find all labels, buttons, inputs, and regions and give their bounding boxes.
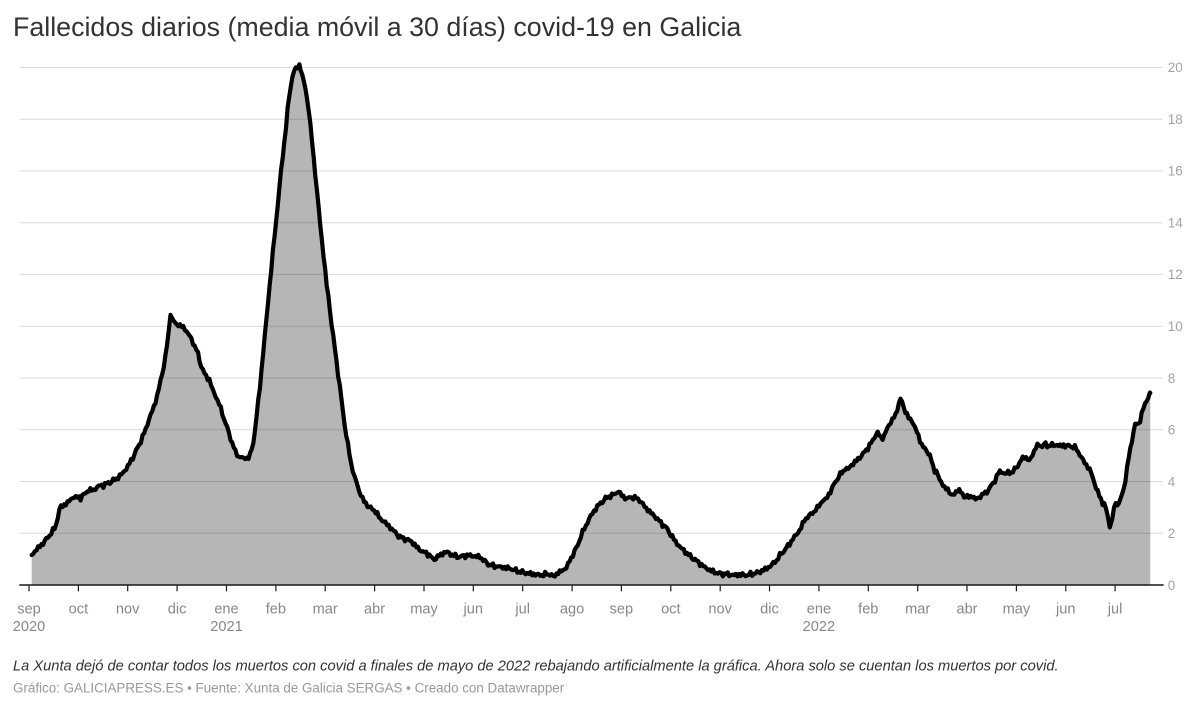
svg-text:mar: mar <box>905 602 930 618</box>
svg-text:ago: ago <box>560 602 584 618</box>
svg-text:abr: abr <box>956 602 977 618</box>
svg-text:10: 10 <box>1168 319 1183 334</box>
svg-text:feb: feb <box>266 602 286 618</box>
svg-text:oct: oct <box>69 602 88 618</box>
svg-text:2022: 2022 <box>803 619 835 635</box>
svg-text:4: 4 <box>1168 474 1176 489</box>
svg-text:jun: jun <box>463 602 483 618</box>
svg-text:may: may <box>1003 602 1031 618</box>
svg-text:2: 2 <box>1168 526 1176 541</box>
svg-text:18: 18 <box>1168 112 1183 127</box>
svg-text:12: 12 <box>1168 267 1183 282</box>
svg-text:sep: sep <box>17 602 41 618</box>
svg-text:abr: abr <box>364 602 385 618</box>
svg-text:14: 14 <box>1168 216 1184 231</box>
svg-text:nov: nov <box>116 602 140 618</box>
svg-text:nov: nov <box>708 602 732 618</box>
svg-text:jul: jul <box>1107 602 1123 618</box>
svg-text:2020: 2020 <box>13 619 45 635</box>
svg-text:6: 6 <box>1168 423 1176 438</box>
svg-text:20: 20 <box>1168 60 1183 75</box>
svg-text:sep: sep <box>610 602 634 618</box>
svg-text:may: may <box>410 602 438 618</box>
svg-text:Fallecidos diarios (media móvi: Fallecidos diarios (media móvil a 30 día… <box>13 12 741 42</box>
svg-text:oct: oct <box>661 602 680 618</box>
svg-text:La Xunta dejó de contar todos: La Xunta dejó de contar todos los muerto… <box>13 659 1059 675</box>
svg-text:0: 0 <box>1168 578 1176 593</box>
svg-text:ene: ene <box>214 602 238 618</box>
svg-text:jun: jun <box>1055 602 1075 618</box>
svg-text:8: 8 <box>1168 371 1176 386</box>
svg-text:2021: 2021 <box>210 619 242 635</box>
svg-text:mar: mar <box>313 602 338 618</box>
svg-text:16: 16 <box>1168 164 1183 179</box>
svg-text:dic: dic <box>168 602 187 618</box>
svg-text:dic: dic <box>760 602 779 618</box>
svg-text:feb: feb <box>858 602 878 618</box>
svg-text:Gráfico: GALICIAPRESS.ES • Fue: Gráfico: GALICIAPRESS.ES • Fuente: Xunta… <box>13 681 565 696</box>
svg-text:ene: ene <box>807 602 831 618</box>
svg-text:jul: jul <box>514 602 530 618</box>
